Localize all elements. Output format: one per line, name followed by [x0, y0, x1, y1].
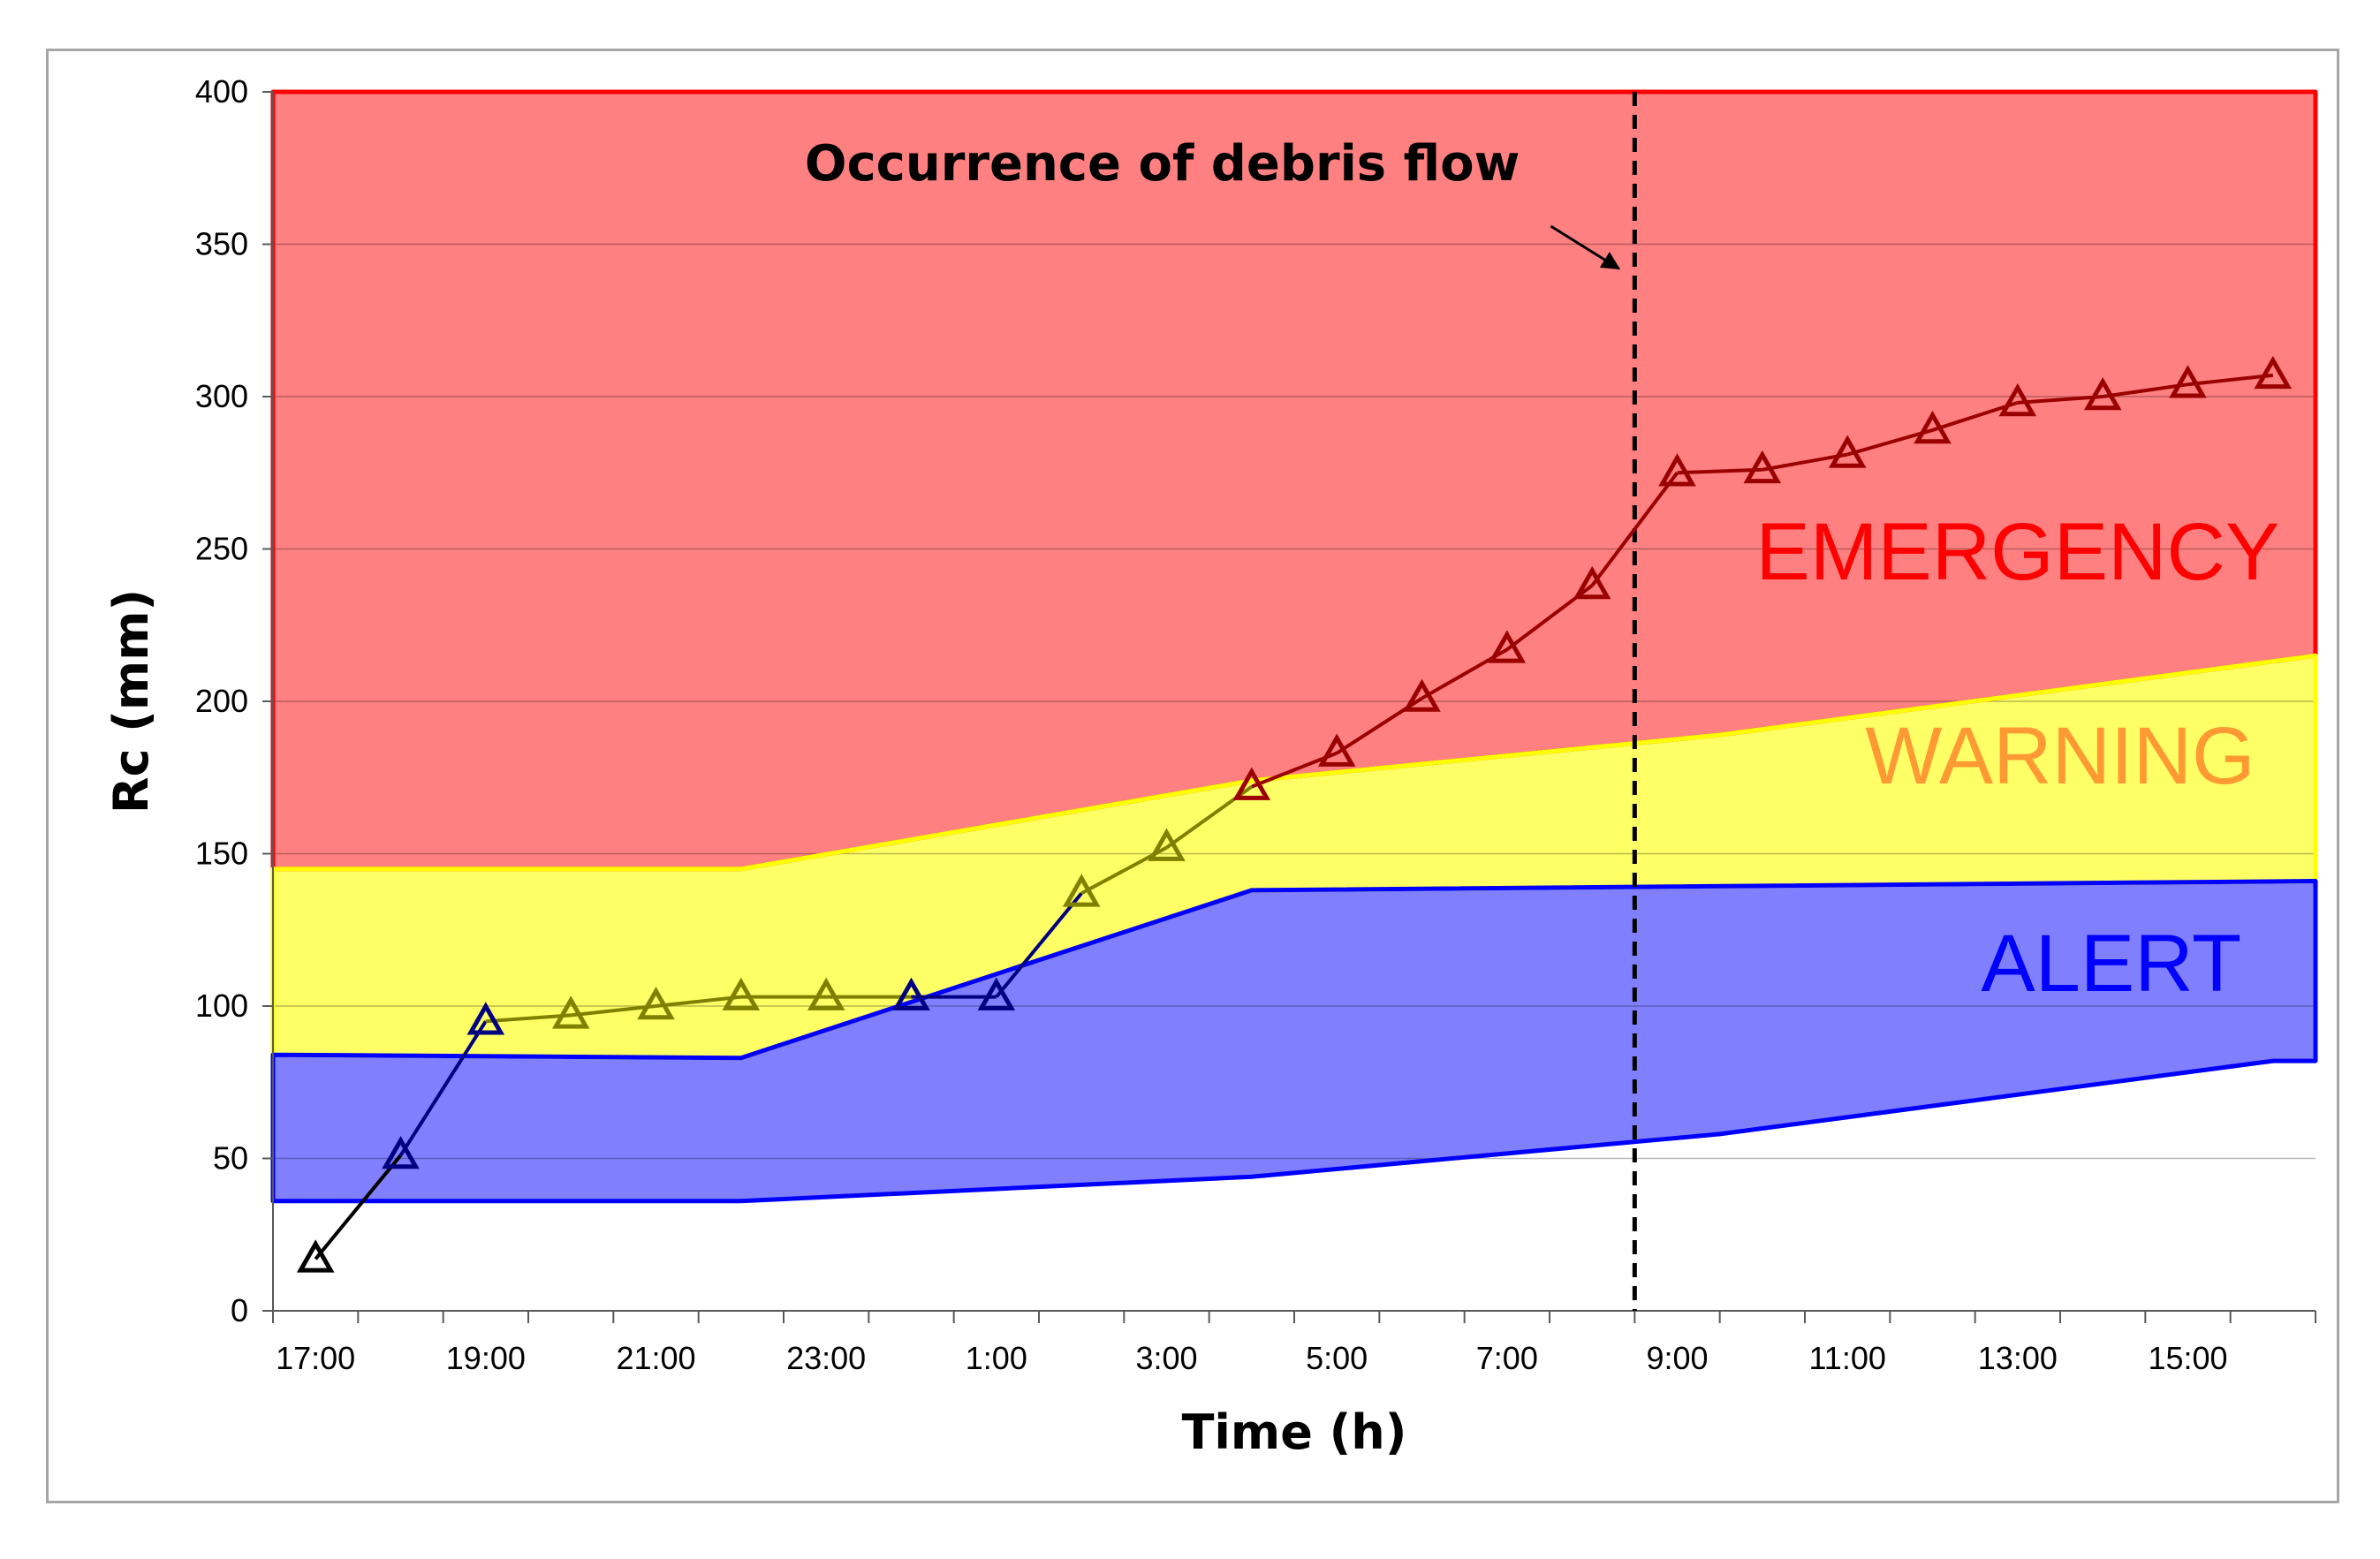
series-segment — [1762, 452, 1848, 472]
zone-outline-alert — [270, 879, 2318, 1204]
series-segment — [1846, 428, 1934, 457]
series-segment — [570, 1004, 656, 1018]
zone-label-alert: ALERT — [1981, 919, 2241, 1009]
data-point — [2254, 355, 2293, 390]
x-tick-label: 13:00 — [1978, 1340, 2058, 1376]
y-tick-label: 350 — [195, 226, 248, 262]
x-tick-label: 5:00 — [1306, 1340, 1368, 1376]
data-point — [722, 977, 761, 1010]
x-tick-label: 21:00 — [616, 1340, 695, 1376]
x-axis-title: Time (h) — [1182, 1404, 1407, 1460]
series-segment — [656, 995, 742, 1008]
data-point — [1403, 678, 1441, 712]
data-point — [1062, 874, 1101, 907]
x-tick-label: 15:00 — [2148, 1340, 2227, 1376]
data-point — [1743, 450, 1782, 484]
debris-flow-annotation: Occurrence of debris flow — [805, 135, 1520, 193]
y-tick-label: 200 — [195, 683, 248, 719]
zones-layer — [273, 92, 2316, 1201]
data-point — [977, 977, 1016, 1010]
x-tick-label: 11:00 — [1808, 1340, 1885, 1376]
data-series — [296, 355, 2293, 1273]
x-tick-label: 19:00 — [446, 1340, 526, 1376]
data-point — [1828, 435, 1867, 468]
zone-warning — [273, 655, 2316, 1058]
zone-label-warning: WARNING — [1865, 711, 2255, 801]
data-point — [1148, 828, 1186, 861]
zone-outlines — [270, 89, 2318, 1204]
y-tick-label: 400 — [195, 73, 248, 110]
series-segment — [2017, 395, 2103, 405]
y-tick-label: 300 — [195, 378, 248, 414]
chart-canvas: 0 50 100 150 200 250 300 350 400 17:00 19:00 21:00 2… — [103, 73, 2318, 1460]
series-segment — [1931, 400, 2019, 432]
x-tick-label: 9:00 — [1646, 1340, 1708, 1376]
data-point — [1232, 767, 1271, 800]
y-axis-title: Rc (mm) — [103, 589, 159, 814]
data-point — [2169, 365, 2207, 398]
data-point — [466, 1002, 505, 1035]
y-tick-label: 0 — [231, 1292, 248, 1328]
x-tick-label: 3:00 — [1135, 1340, 1197, 1376]
data-point — [637, 986, 675, 1020]
x-tick-label: 23:00 — [786, 1340, 866, 1376]
zone-emergency — [273, 92, 2316, 869]
y-tick-label: 150 — [195, 836, 248, 872]
y-tick-label: 50 — [213, 1140, 248, 1177]
series-segment — [314, 1154, 403, 1260]
data-point — [1317, 733, 1356, 767]
zone-label-emergency: EMERGENCY — [1755, 507, 2279, 597]
series-segment — [398, 1020, 488, 1157]
data-point — [382, 1135, 420, 1169]
series-segment — [485, 1013, 572, 1024]
y-tick-label: 100 — [195, 988, 248, 1024]
series-segment — [2102, 382, 2188, 398]
data-point — [1573, 565, 1611, 600]
data-point — [2083, 376, 2122, 411]
chart-frame: 0 50 100 150 200 250 300 350 400 17:00 19:00 21:00 2… — [46, 49, 2339, 1503]
data-point — [1998, 382, 2037, 417]
annotation-arrow — [1550, 224, 1621, 270]
x-tick-label: 7:00 — [1476, 1340, 1538, 1376]
data-point — [1658, 453, 1696, 487]
data-point — [551, 995, 590, 1029]
series-segment — [1677, 467, 1762, 475]
labels: Time (h) Rc (mm) Occurrence of debris flow… — [103, 135, 2279, 1460]
data-point — [807, 977, 845, 1010]
series-segment — [2187, 373, 2274, 387]
series-segment — [1590, 472, 1679, 587]
series-segment — [995, 892, 1083, 998]
x-tick-label: 17:00 — [276, 1340, 355, 1376]
data-point — [892, 977, 930, 1010]
x-tick-label: 1:00 — [966, 1340, 1027, 1376]
axes: 0 50 100 150 200 250 300 350 400 17:00 19:00 21:00 2… — [195, 73, 2316, 1376]
data-point — [296, 1239, 335, 1273]
data-point — [1914, 410, 1952, 444]
y-tick-label: 250 — [195, 531, 248, 567]
data-point — [1488, 630, 1527, 663]
